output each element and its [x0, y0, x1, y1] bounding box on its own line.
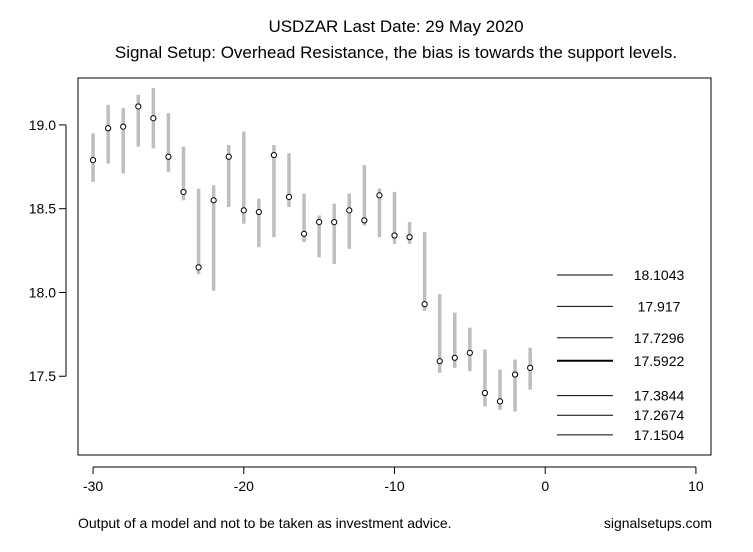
plot-frame: [77, 77, 712, 456]
level-label: 17.5922: [634, 353, 685, 369]
y-tick-label: 17.5: [29, 368, 56, 384]
close-point: [496, 398, 504, 405]
close-point: [300, 230, 308, 237]
close-point: [225, 153, 232, 160]
disclaimer-text: Output of a model and not to be taken as…: [78, 515, 452, 531]
x-tick-label: -10: [384, 478, 404, 494]
close-point: [195, 264, 202, 271]
y-tick-label: 18.5: [29, 201, 56, 217]
x-tick-label: 0: [541, 478, 549, 494]
close-point: [240, 207, 247, 214]
close-point: [165, 153, 172, 160]
close-point: [481, 389, 489, 397]
close-point: [89, 157, 97, 164]
x-tick-label: -30: [83, 478, 103, 494]
close-point: [361, 217, 368, 224]
close-point: [180, 188, 187, 196]
y-axis: 17.5 18.0 18.5 19.0: [29, 117, 67, 384]
y-tick-label: 18.0: [29, 284, 56, 300]
close-point: [391, 232, 398, 239]
chart-subtitle: Signal Setup: Overhead Resistance, the b…: [115, 43, 677, 62]
level-label: 17.2674: [634, 407, 685, 423]
chart-title: USDZAR Last Date: 29 May 2020: [268, 17, 523, 36]
x-tick-label: 10: [688, 478, 704, 494]
source-text: signalsetups.com: [604, 515, 712, 531]
close-points: [89, 103, 534, 405]
close-point: [436, 358, 443, 365]
price-ranges: [91, 88, 532, 412]
close-point: [511, 371, 519, 378]
close-point: [346, 207, 353, 214]
close-point: [451, 354, 458, 361]
close-point: [150, 115, 157, 122]
level-label: 17.1504: [634, 427, 685, 443]
close-point: [285, 193, 293, 201]
x-axis: -30 -20 -10 0 10: [83, 466, 704, 494]
close-point: [255, 208, 262, 216]
close-point: [135, 103, 142, 110]
level-label: 18.1043: [634, 267, 685, 283]
close-point: [316, 218, 323, 226]
close-point: [527, 364, 534, 371]
level-label: 17.917: [638, 298, 681, 314]
y-tick-label: 19.0: [29, 117, 56, 133]
close-point: [376, 192, 383, 199]
close-point: [120, 123, 127, 130]
level-label: 17.7296: [634, 330, 685, 346]
close-point: [466, 349, 473, 356]
close-point: [421, 301, 428, 308]
support-resistance-levels: 18.1043 17.917 17.7296 17.5922 17.3844 17.267…: [557, 267, 685, 443]
close-point: [406, 234, 413, 241]
close-point: [105, 125, 112, 132]
close-point: [331, 218, 338, 226]
close-point: [210, 197, 217, 204]
close-point: [270, 151, 278, 159]
level-label: 17.3844: [634, 388, 685, 404]
x-tick-label: -20: [234, 478, 254, 494]
